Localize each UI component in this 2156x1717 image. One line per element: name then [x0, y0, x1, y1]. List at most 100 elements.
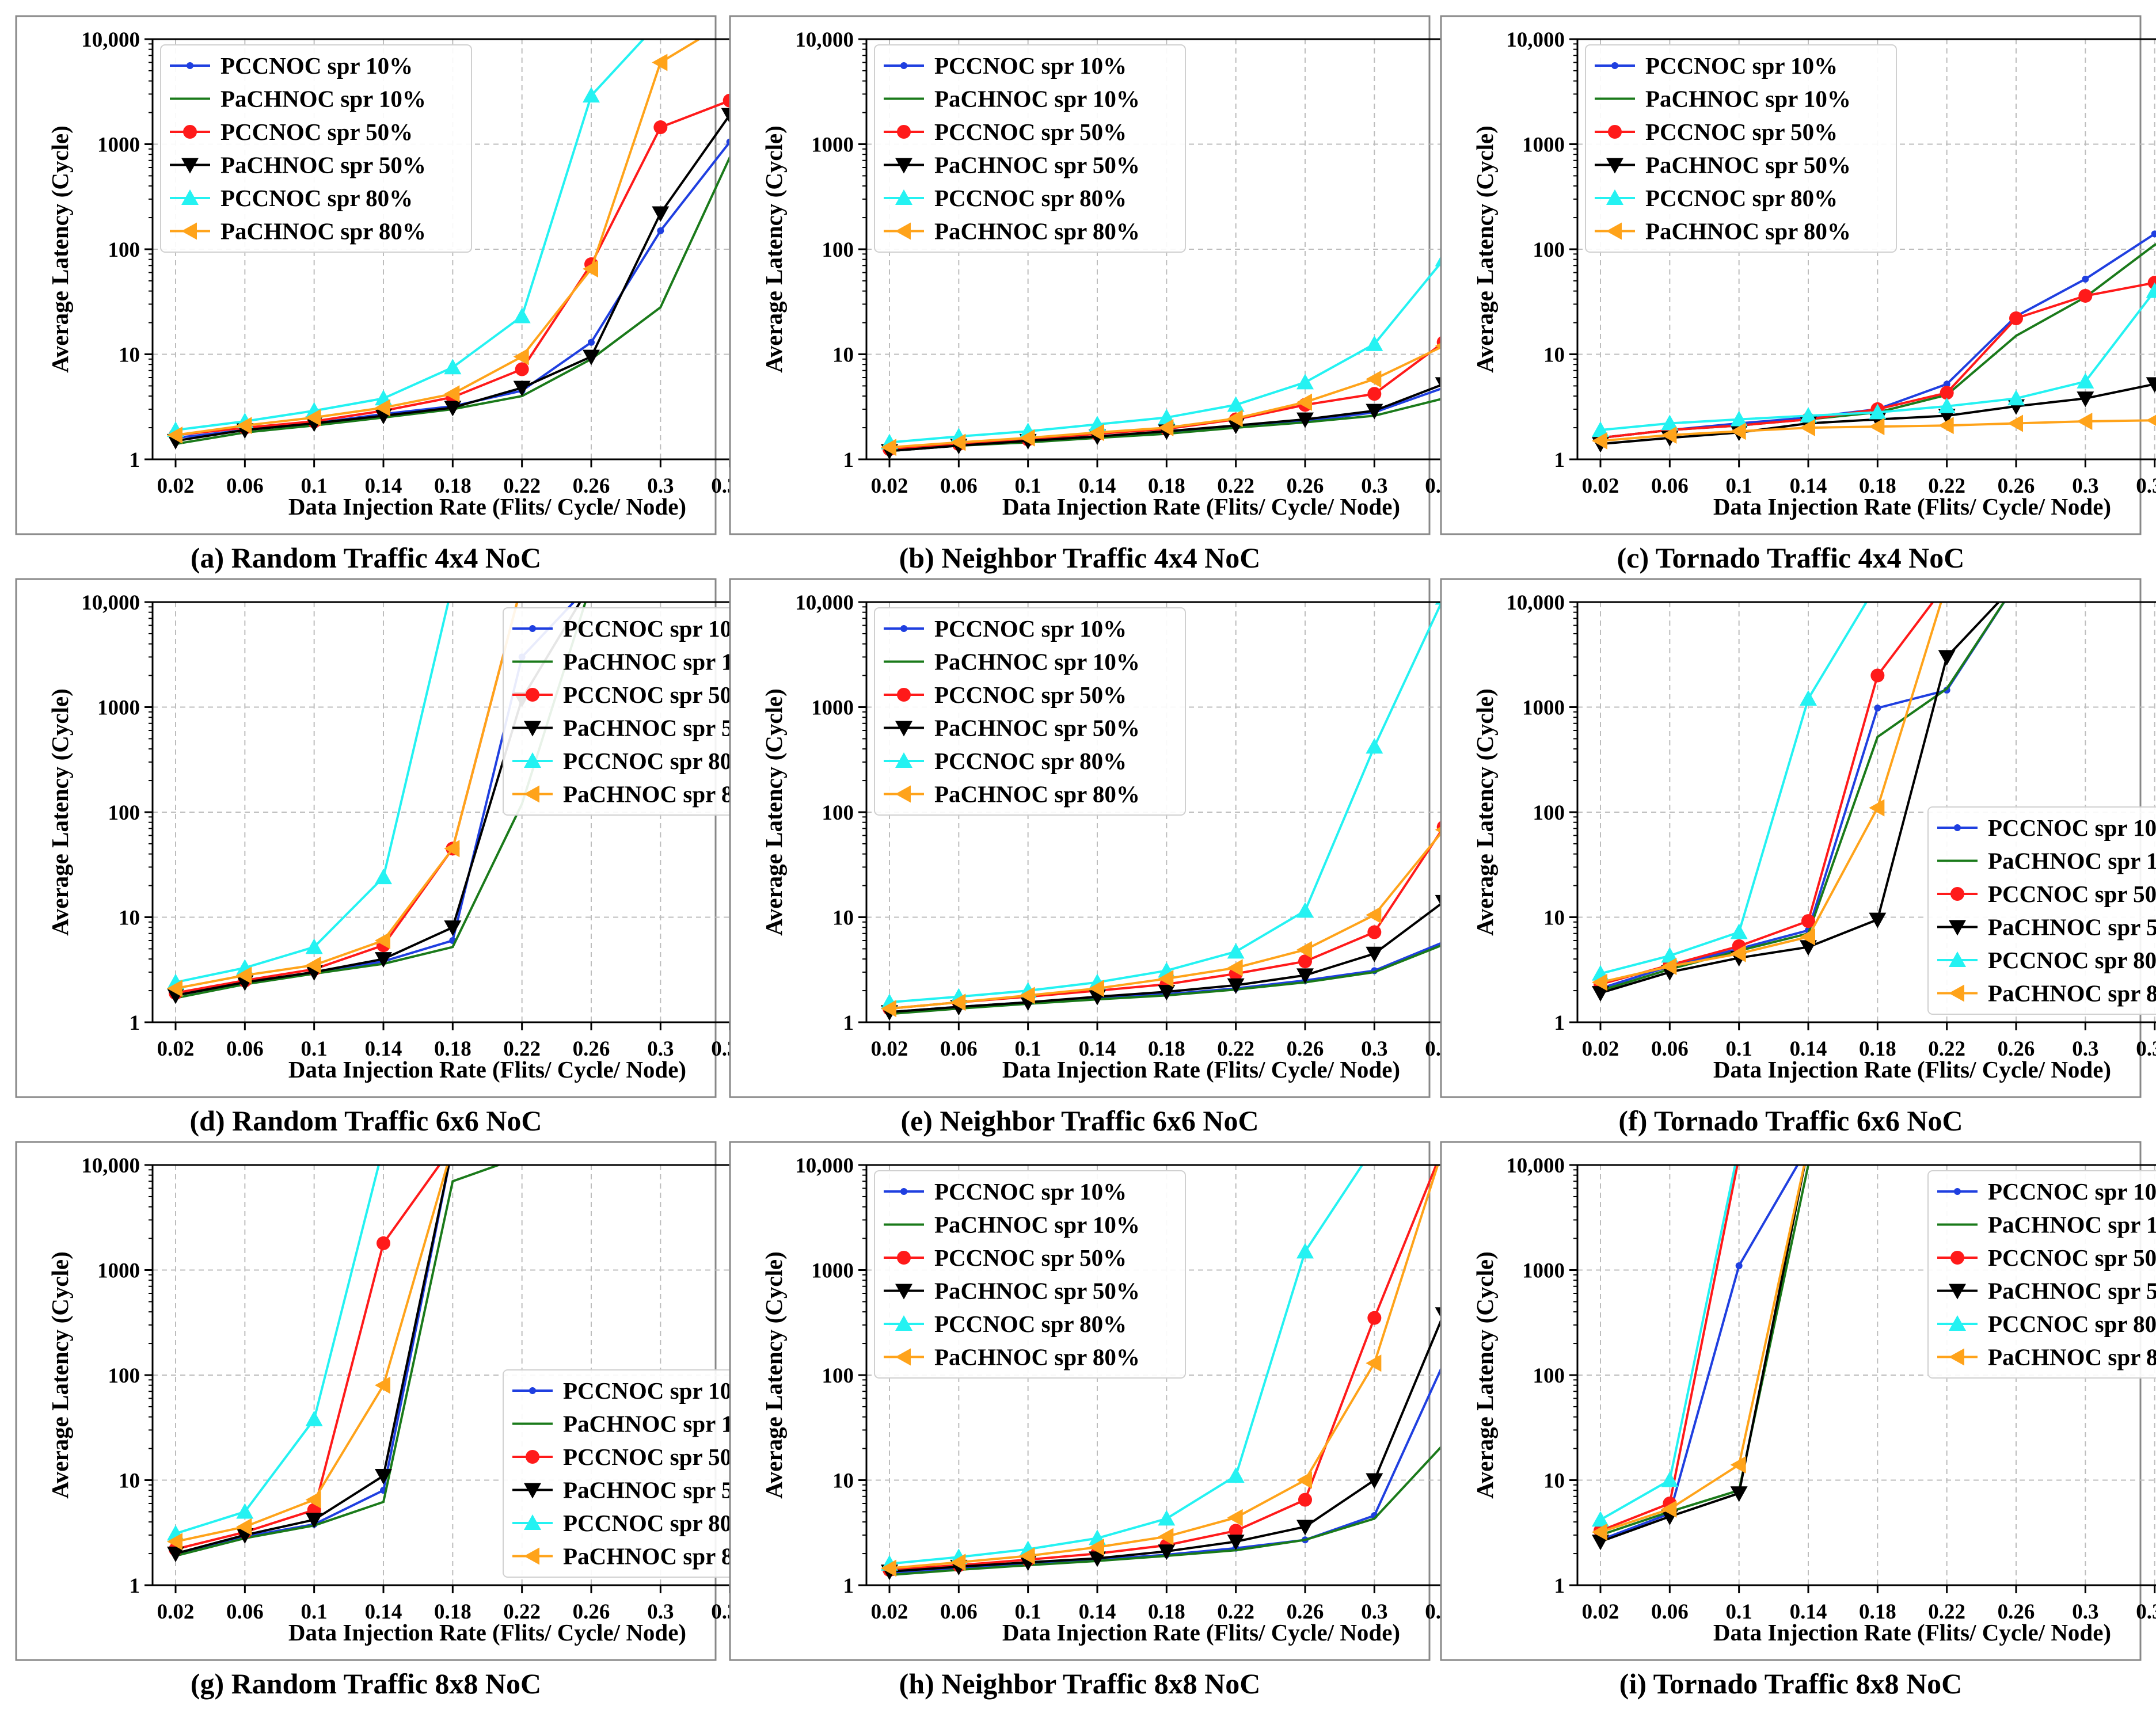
data-point: [1366, 906, 1382, 924]
legend-item: PCCNOC spr 10%: [1937, 814, 2156, 841]
data-point: [236, 1503, 254, 1519]
data-point: [305, 1410, 323, 1426]
chart-panel-6: 1 10 100 1000 10,000 0.02 0.06 0.1 0.14 0.18 0.22 0…: [15, 1141, 823, 1700]
x-tick-label: 0.26: [1998, 1037, 2035, 1061]
y-tick-label: 1: [1554, 1011, 1565, 1035]
legend-marker: [183, 125, 197, 139]
legend-label: PCCNOC spr 10%: [934, 52, 1127, 79]
data-point: [1592, 973, 1607, 991]
x-axis-label: Data Injection Rate (Flits/ Cycle/ Node): [1713, 493, 2111, 520]
data-point: [236, 966, 252, 984]
data-point: [444, 401, 462, 417]
data-point: [375, 869, 392, 885]
x-tick-label: 0.22: [1217, 1600, 1254, 1624]
x-tick-label: 0.22: [1928, 1037, 1965, 1061]
x-tick-label: 0.18: [434, 474, 471, 498]
data-point: [1227, 1509, 1243, 1526]
y-tick-label: 1: [843, 1011, 854, 1035]
chart-panel-1: 1 10 100 1000 10,000 0.02 0.06 0.1 0.14 0.18 0.22 0…: [729, 15, 1537, 574]
x-tick-label: 0.3: [2072, 1037, 2098, 1061]
data-point: [305, 1491, 321, 1509]
legend-item: PaCHNOC spr 10%: [1937, 1212, 2156, 1238]
x-tick-label: 0.26: [1998, 1600, 2035, 1624]
data-point: [1366, 370, 1382, 388]
legend-frame: [874, 607, 1186, 816]
chart-panel-4: 1 10 100 1000 10,000 0.02 0.06 0.1 0.14 0.18 0.22 0…: [729, 578, 1537, 1137]
data-point: [1943, 380, 1950, 388]
legend-item: PCCNOC spr 50%: [170, 119, 413, 145]
data-point: [950, 1554, 966, 1571]
data-point: [1227, 396, 1245, 412]
legend-marker: [1608, 125, 1622, 139]
y-tick-label: 1000: [97, 134, 140, 157]
data-point: [1367, 387, 1382, 401]
data-point: [1227, 409, 1243, 427]
legend-marker: [1611, 62, 1618, 69]
data-point: [2078, 288, 2093, 303]
legend-marker: [1949, 1348, 1964, 1366]
data-point: [1296, 374, 1314, 390]
y-tick-label: 1000: [97, 1259, 140, 1283]
y-tick-label: 10: [119, 344, 140, 367]
data-point: [1870, 668, 1885, 683]
legend-label: PaCHNOC spr 10%: [934, 86, 1140, 112]
data-point: [1592, 432, 1607, 450]
data-point: [1158, 1528, 1174, 1545]
legend-item: PCCNOC spr 80%: [170, 185, 413, 211]
legend-label: PCCNOC spr 50%: [934, 682, 1127, 708]
series-line-3: [889, 743, 1514, 1014]
y-axis-label: Average Latency (Cycle): [47, 688, 73, 936]
y-tick-label: 100: [822, 1364, 854, 1388]
data-point: [1592, 1511, 1609, 1527]
legend-frame: [1927, 806, 2156, 1015]
legend-item: PaCHNOC spr 50%: [1937, 914, 2156, 941]
data-point: [1227, 978, 1245, 994]
x-tick-label: 0.02: [1582, 474, 1619, 498]
legend-item: PCCNOC spr 50%: [884, 119, 1127, 145]
data-point: [375, 399, 390, 417]
subfigure-caption: (i) Tornado Traffic 8x8 NoC: [1619, 1667, 1962, 1700]
legend-marker: [181, 189, 199, 205]
subfigure-caption: (g) Random Traffic 8x8 NoC: [191, 1667, 541, 1700]
y-axis-label: Average Latency (Cycle): [761, 688, 787, 936]
x-axis-label: Data Injection Rate (Flits/ Cycle/ Node): [288, 493, 686, 520]
series-line-5: [1600, 1165, 1806, 1533]
y-tick-label: 100: [108, 238, 140, 262]
x-tick-label: 0.06: [226, 1037, 264, 1061]
series-line-5: [175, 602, 519, 990]
chart-panel-5: 1 10 100 1000 10,000 0.02 0.06 0.1 0.14 0.18 0.22 0…: [1440, 578, 2156, 1137]
legend-marker: [526, 688, 539, 702]
x-tick-label: 0.06: [1651, 1037, 1689, 1061]
x-tick-label: 0.26: [1998, 474, 2035, 498]
data-point: [2082, 275, 2089, 283]
legend-item: PCCNOC spr 80%: [1937, 1311, 2156, 1337]
legend-marker: [895, 1348, 911, 1366]
x-tick-label: 0.1: [301, 1600, 328, 1624]
data-point: [1158, 970, 1174, 988]
legend-item: PCCNOC spr 10%: [1937, 1178, 2156, 1205]
data-point: [1227, 959, 1243, 977]
legend-marker: [187, 62, 193, 69]
legend-marker: [529, 1387, 536, 1394]
x-tick-label: 0.34: [2136, 1037, 2156, 1061]
legend-item: PaCHNOC spr 50%: [884, 152, 1140, 178]
x-tick-label: 0.14: [1790, 1037, 1827, 1061]
x-tick-label: 0.02: [1582, 1600, 1619, 1624]
legend-item: PaCHNOC spr 50%: [884, 1278, 1140, 1304]
x-tick-label: 0.02: [871, 1037, 908, 1061]
x-tick-label: 0.18: [1859, 1037, 1896, 1061]
series-line-0: [1600, 1165, 1799, 1541]
data-point: [1730, 1486, 1748, 1502]
data-point: [236, 417, 252, 435]
legend-label: PaCHNOC spr 80%: [934, 218, 1140, 245]
data-point: [1661, 958, 1677, 976]
legend-marker: [1954, 824, 1961, 831]
data-point: [515, 362, 529, 376]
legend-marker: [1949, 951, 1966, 967]
x-tick-label: 0.22: [1928, 1600, 1965, 1624]
data-point: [950, 993, 966, 1011]
y-tick-label: 1000: [1522, 134, 1565, 157]
legend-marker: [895, 1315, 912, 1331]
data-point: [583, 260, 598, 278]
data-point: [1367, 1311, 1382, 1325]
